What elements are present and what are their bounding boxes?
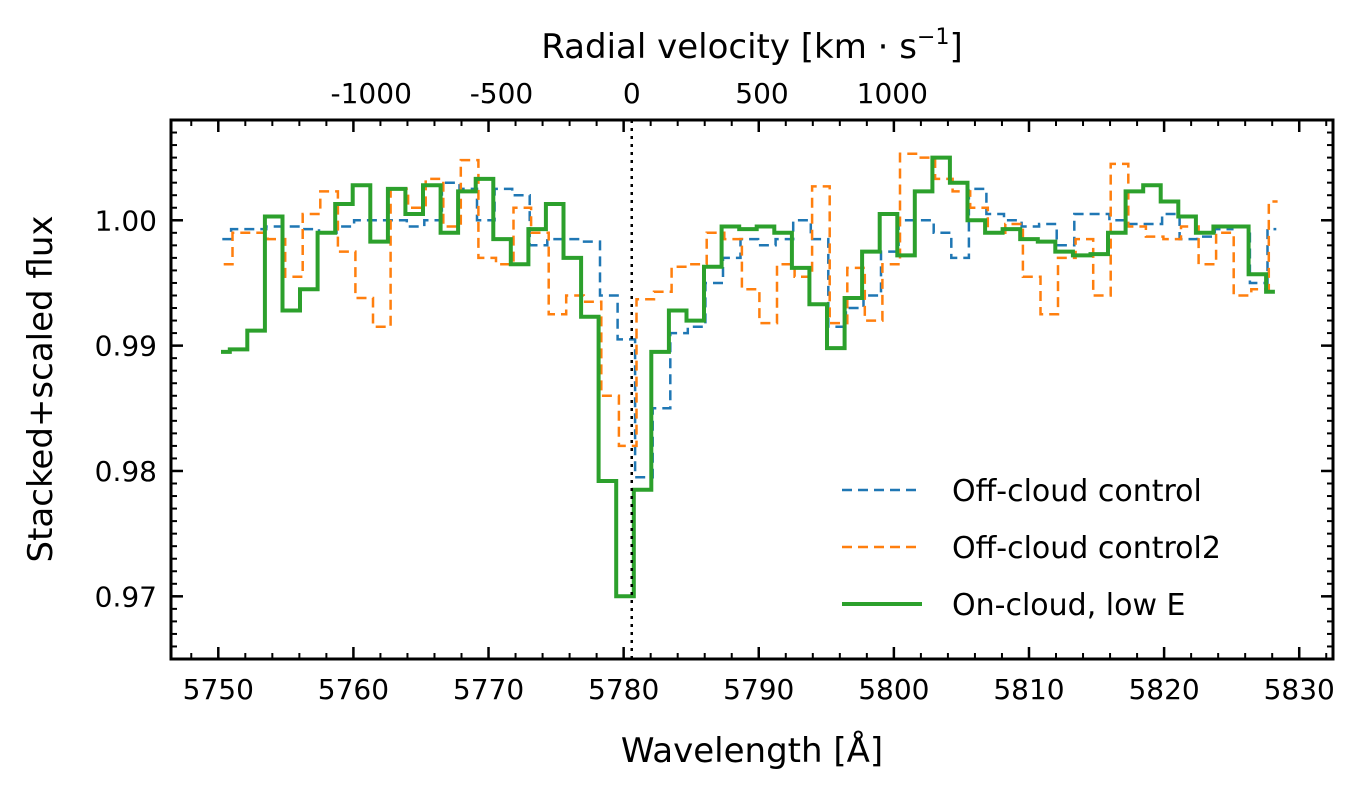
y-axis-title: Stacked+scaled flux bbox=[21, 216, 61, 563]
top-tick-label: -1000 bbox=[331, 77, 412, 110]
top-tick-label: 0 bbox=[623, 77, 641, 110]
top-tick-label: 500 bbox=[735, 77, 788, 110]
x-axis-title: Wavelength [Å] bbox=[621, 730, 883, 771]
series-line-on-cloud-low-e bbox=[221, 155, 1275, 599]
major-ticks bbox=[171, 120, 1333, 659]
series-line-off-cloud-control2 bbox=[223, 152, 1278, 448]
x-tick-label: 5830 bbox=[1264, 673, 1335, 706]
y-tick-label: 0.99 bbox=[95, 330, 157, 363]
x-tick-labels: 5750 5760 5770 5780 5790 5800 5810 5820 5830 bbox=[183, 673, 1335, 706]
x-tick-label: 5780 bbox=[588, 673, 659, 706]
legend-label: Off-cloud control bbox=[952, 474, 1202, 509]
legend: Off-cloud control Off-cloud control2 On-cl… bbox=[842, 474, 1221, 623]
top-axis-title: Radial velocity [km · s−1] bbox=[541, 25, 962, 67]
x-tick-label: 5820 bbox=[1128, 673, 1199, 706]
legend-label: On-cloud, low E bbox=[952, 588, 1185, 623]
x-tick-label: 5770 bbox=[453, 673, 524, 706]
x-tick-label: 5810 bbox=[993, 673, 1064, 706]
y-tick-label: 0.97 bbox=[95, 580, 157, 613]
series-layer bbox=[221, 152, 1278, 599]
y-tick-label: 0.98 bbox=[95, 455, 157, 488]
plot-frame bbox=[169, 118, 1335, 661]
y-tick-labels: 0.97 0.98 0.99 1.00 bbox=[95, 204, 157, 613]
legend-label: Off-cloud control2 bbox=[952, 531, 1221, 566]
y-tick-label: 1.00 bbox=[95, 204, 157, 237]
series-line-off-cloud-control bbox=[222, 181, 1277, 479]
x-tick-label: 5800 bbox=[858, 673, 929, 706]
top-axis-title-end: ] bbox=[949, 27, 962, 67]
top-tick-label: -500 bbox=[470, 77, 534, 110]
x-tick-label: 5790 bbox=[723, 673, 794, 706]
x-tick-label: 5760 bbox=[318, 673, 389, 706]
top-axis-title-exponent: −1 bbox=[917, 25, 949, 50]
top-tick-label: 1000 bbox=[857, 77, 928, 110]
x-tick-label: 5750 bbox=[183, 673, 254, 706]
top-tick-labels: -1000 -500 0 500 1000 bbox=[331, 77, 928, 110]
top-axis-title-main: Radial velocity [km · s bbox=[541, 27, 917, 67]
